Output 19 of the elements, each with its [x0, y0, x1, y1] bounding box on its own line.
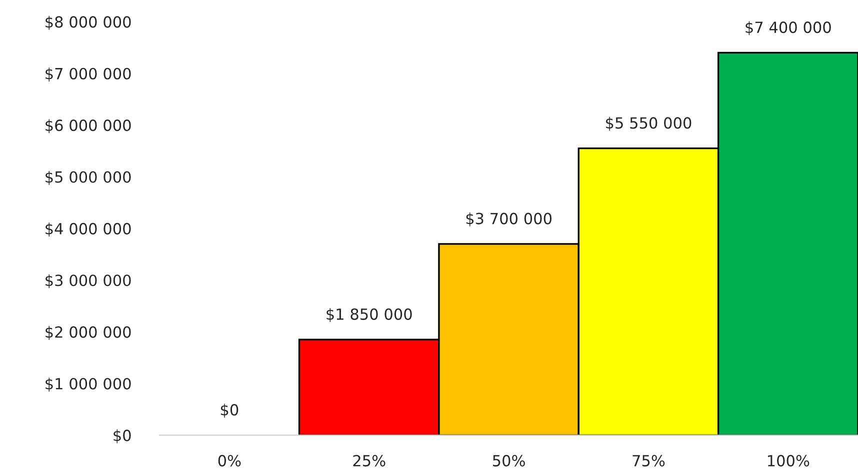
x-tick-label: 50% [492, 454, 525, 466]
y-tick-label: $6 000 000 [46, 119, 131, 134]
y-tick-label: $0 [114, 429, 131, 444]
y-tick-label: $2 000 000 [46, 326, 131, 340]
data-label: $0 [220, 404, 238, 418]
y-tick-label: $8 000 000 [46, 16, 131, 30]
y-tick-label: $7 000 000 [46, 68, 131, 82]
data-label: $5 550 000 [606, 116, 692, 131]
x-tick-label: 25% [353, 454, 386, 466]
y-tick-label: $1 000 000 [46, 378, 131, 392]
y-tick-label: $4 000 000 [46, 222, 131, 236]
y-tick-label: $5 000 000 [46, 170, 131, 185]
data-label: $3 700 000 [466, 212, 552, 226]
data-label: $1 850 000 [326, 308, 412, 322]
x-tick-label: 75% [632, 454, 665, 466]
x-tick-label: 100% [768, 454, 810, 466]
y-tick-label: $3 000 000 [46, 274, 131, 288]
x-tick-label: 0% [218, 454, 241, 466]
data-label: $7 400 000 [746, 21, 831, 36]
